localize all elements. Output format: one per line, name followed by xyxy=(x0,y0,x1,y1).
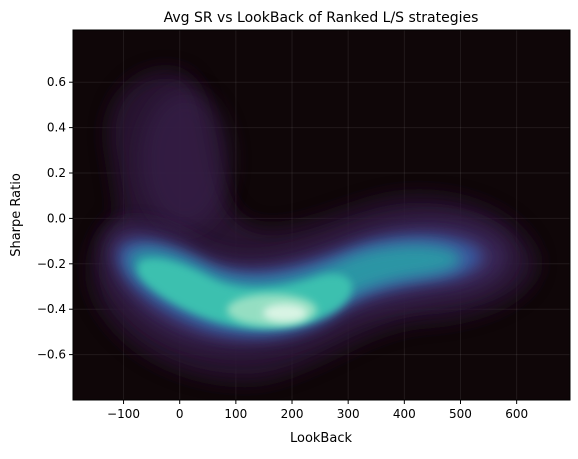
y-tick-label: 0.2 xyxy=(47,166,66,180)
x-tick-label: 400 xyxy=(393,407,416,421)
chart-title: Avg SR vs LookBack of Ranked L/S strateg… xyxy=(164,10,479,26)
x-tick-label: 500 xyxy=(449,407,472,421)
y-tick-label: −0.2 xyxy=(37,257,66,271)
y-tick-label: 0.4 xyxy=(47,121,66,135)
x-tick-label: 300 xyxy=(337,407,360,421)
density-peak-center xyxy=(263,304,307,322)
plot-frame xyxy=(72,29,571,401)
x-tick-label: 200 xyxy=(281,407,304,421)
y-tick-label: −0.4 xyxy=(37,302,66,316)
density-lobe-upper xyxy=(140,90,230,230)
y-axis-label: Sharpe Ratio xyxy=(9,173,24,257)
y-tick-label: 0.6 xyxy=(47,75,66,89)
x-tick-label: −100 xyxy=(107,407,140,421)
y-tick-label: 0.0 xyxy=(47,211,66,225)
x-tick-label: 100 xyxy=(224,407,247,421)
x-tick-label: 0 xyxy=(176,407,184,421)
x-axis-label: LookBack xyxy=(290,431,352,446)
y-tick-label: −0.6 xyxy=(37,348,66,362)
density-heatmap xyxy=(91,71,537,381)
x-tick-label: 600 xyxy=(505,407,528,421)
x-axis: −100 0 100 200 300 400 500 600 xyxy=(107,400,528,421)
y-axis: −0.6 −0.4 −0.2 0.0 0.2 0.4 0.6 xyxy=(37,75,73,362)
